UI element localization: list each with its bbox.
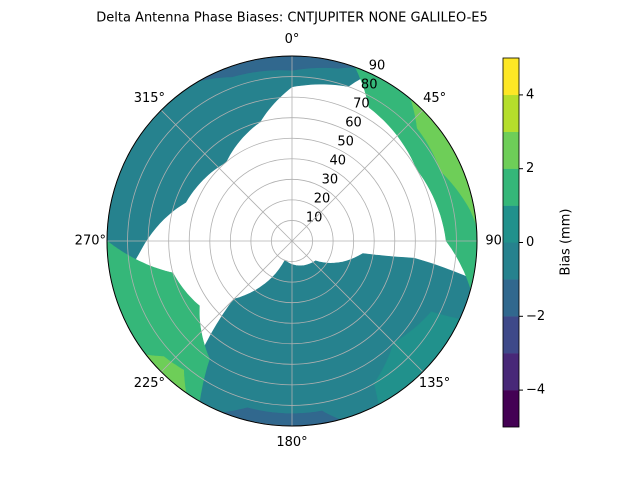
theta-tick-label: 315°: [134, 91, 165, 106]
colorbar-band: [502, 389, 520, 428]
theta-tick-label: 135°: [419, 376, 450, 391]
r-tick-label: 30: [322, 173, 339, 188]
theta-grid-line: [291, 240, 424, 373]
colorbar-tick-label: −2: [526, 309, 545, 324]
colorbar-band: [502, 168, 520, 206]
r-tick-label: 20: [314, 192, 331, 207]
colorbar-band: [502, 353, 520, 391]
r-tick-label: 70: [353, 97, 370, 112]
theta-tick-label: 0°: [285, 32, 300, 47]
overlay: 1020304050607080900°45°90135°180°225°270…: [75, 32, 502, 450]
colorbar-band: [502, 279, 520, 317]
colorbar-band: [502, 57, 520, 96]
theta-tick-label: 270°: [75, 234, 106, 249]
colorbar-label: Bias (mm): [559, 209, 574, 276]
polar-frame: [106, 55, 478, 427]
chart-title: Delta Antenna Phase Biases: CNTJUPITER N…: [96, 11, 488, 26]
theta-grid-line: [160, 240, 293, 373]
theta-tick-label: 45°: [423, 91, 446, 106]
colorbar-band: [502, 242, 520, 280]
colorbar-band: [502, 94, 520, 132]
r-tick-label: 80: [361, 78, 378, 93]
colorbar-tick-label: −4: [526, 383, 545, 398]
theta-tick-label: 90: [485, 234, 502, 249]
r-tick-label: 90: [369, 59, 386, 74]
r-tick-label: 40: [329, 154, 346, 169]
r-tick-label: 50: [337, 135, 354, 150]
theta-grid-line: [291, 109, 424, 242]
theta-tick-label: 180°: [276, 435, 307, 450]
theta-tick-label: 225°: [134, 376, 165, 391]
colorbar-band: [502, 131, 520, 169]
colorbar-tick-label: 4: [526, 87, 534, 102]
colorbar-tick-label: 2: [526, 161, 534, 176]
colorbar-band: [502, 316, 520, 354]
colorbar-band: [502, 205, 520, 243]
theta-grid-line: [160, 109, 293, 242]
colorbar-tick-label: 0: [526, 235, 534, 250]
r-tick-label: 60: [345, 116, 362, 131]
